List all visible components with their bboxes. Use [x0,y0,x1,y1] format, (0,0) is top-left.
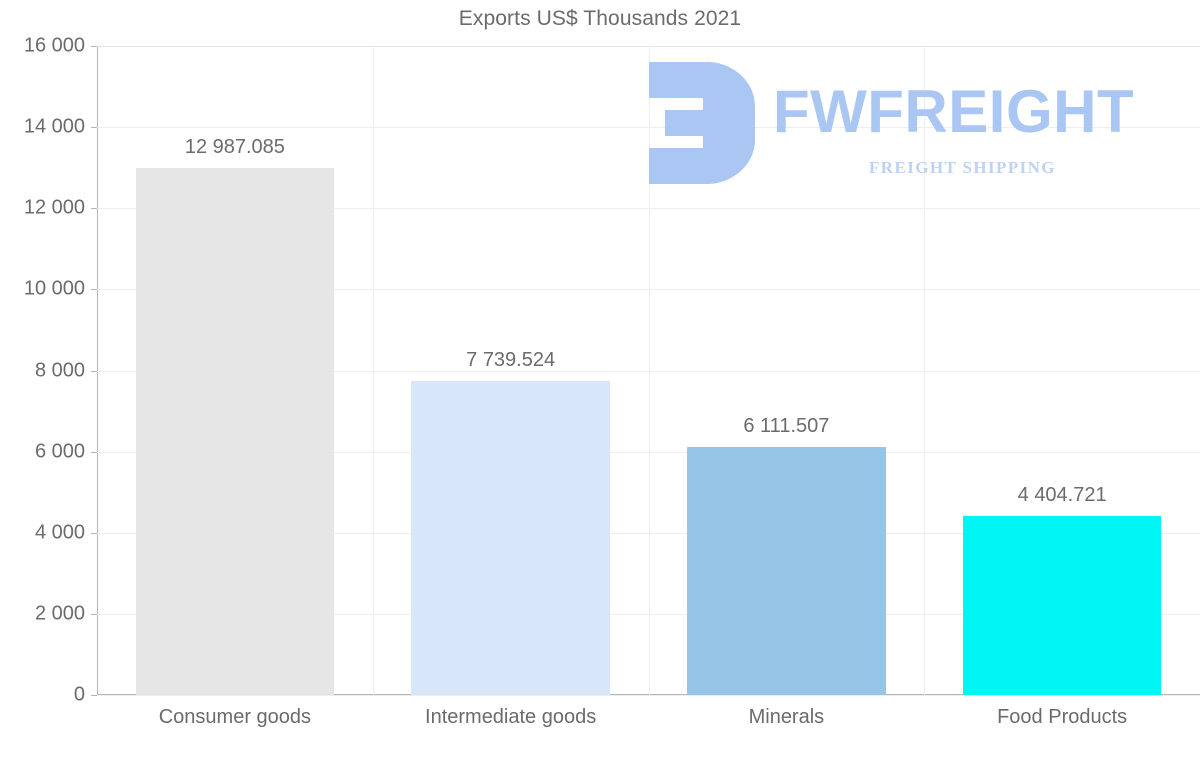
x-axis-category-label: Consumer goods [158,706,312,728]
gridline-horizontal [97,613,1200,615]
bar[interactable] [962,516,1162,695]
gridline-vertical [649,46,650,695]
x-axis-category-label: Intermediate goods [425,706,597,728]
y-axis-tick-label: 10 000 [23,277,85,300]
gridline-horizontal [97,127,1200,129]
y-axis-tick-label: 4 000 [34,521,85,544]
y-axis-tick-label: 14 000 [23,115,85,138]
y-axis-tick-label: 12 000 [23,196,85,219]
gridline-horizontal [97,208,1200,210]
y-axis-tick [91,46,97,47]
gridline-horizontal [97,532,1200,534]
x-axis-category-label: Minerals [748,706,825,728]
bar-value-label: 12 987.085 [184,136,285,159]
plot-area: 12 987.085 7 739.524 6 111.507 4 404.721 [91,46,1200,696]
x-axis-category-label: Food Products [997,706,1128,728]
y-axis-tick-label: 2 000 [34,602,85,625]
y-axis-tick [91,451,97,453]
bar-value-label: 7 739.524 [466,349,556,372]
y-axis-tick [91,289,97,291]
y-axis-tick-label: 6 000 [34,440,85,463]
gridline-vertical [924,46,925,695]
bar[interactable] [411,381,610,695]
y-axis-tick [91,208,97,210]
y-axis-tick-label: 0 [73,683,85,706]
gridline-vertical [373,46,374,695]
bar-value-label: 4 404.721 [1017,484,1107,507]
y-axis-tick [91,532,97,534]
gridline-horizontal [97,451,1200,453]
chart-title: Exports US$ Thousands 2021 [458,7,742,30]
x-axis-labels: Consumer goods Intermediate goods Minerals… [97,700,1200,740]
gridline-horizontal [97,46,1200,47]
y-axis-tick-label: 8 000 [34,359,85,381]
y-axis-tick [91,695,97,696]
gridline-horizontal [97,289,1200,291]
y-axis-tick-label: 16 000 [23,34,85,57]
x-axis-line [97,694,1200,695]
y-axis-tick [91,127,97,129]
y-axis-labels: 16 000 14 000 12 000 10 000 8 000 6 000 4 000 2… [0,35,85,706]
bar[interactable] [135,168,335,695]
gridline-horizontal [97,370,1200,372]
y-axis-tick [91,370,97,372]
bar[interactable] [687,447,886,695]
y-axis-tick [91,613,97,615]
gridline-horizontal [97,695,1200,696]
bar-value-label: 6 111.507 [743,415,830,438]
